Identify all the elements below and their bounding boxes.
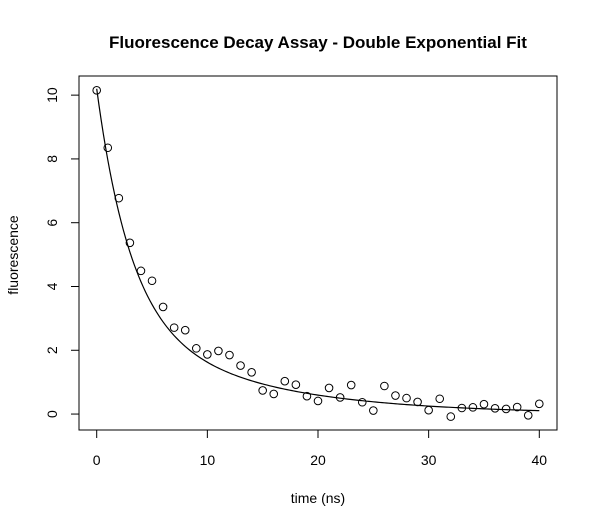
data-point	[468, 403, 478, 412]
data-point	[247, 367, 256, 377]
data-point	[523, 411, 533, 420]
data-point	[534, 399, 544, 409]
data-point	[435, 394, 445, 404]
x-tick-label: 40	[532, 452, 548, 468]
data-point	[302, 391, 312, 401]
data-point	[313, 396, 323, 406]
plot-frame	[78, 75, 558, 431]
data-point	[457, 403, 467, 413]
x-axis: 0 10 20 30 40	[93, 429, 548, 468]
y-tick-label: 6	[44, 219, 60, 227]
y-tick-label: 10	[44, 87, 60, 103]
data-point	[346, 380, 356, 390]
data-point	[158, 302, 168, 312]
data-point	[501, 404, 511, 414]
data-points	[92, 86, 544, 421]
data-point	[402, 393, 411, 403]
data-point	[335, 393, 345, 402]
data-point	[369, 406, 378, 415]
x-tick-label: 30	[421, 452, 437, 468]
data-point	[103, 143, 113, 153]
data-point	[413, 397, 422, 407]
y-axis-label: fluorescence	[5, 215, 21, 295]
data-point	[147, 276, 157, 286]
data-point	[225, 350, 234, 360]
data-point	[269, 389, 279, 399]
data-point	[446, 412, 456, 421]
data-point	[169, 323, 179, 332]
chart-title: Fluorescence Decay Assay - Double Expone…	[109, 33, 527, 52]
x-tick-label: 20	[310, 452, 326, 468]
x-tick-label: 10	[200, 452, 216, 468]
y-tick-label: 8	[44, 155, 60, 163]
data-point	[203, 350, 212, 359]
data-point	[236, 361, 245, 370]
data-point	[258, 386, 267, 395]
x-tick-label: 0	[93, 452, 101, 468]
y-tick-label: 2	[44, 346, 60, 354]
data-point	[214, 346, 223, 356]
data-point	[125, 238, 135, 248]
data-point	[512, 402, 522, 412]
data-point	[324, 383, 334, 393]
data-point	[191, 344, 201, 353]
data-point	[92, 86, 102, 95]
data-point	[490, 404, 500, 413]
data-point	[136, 266, 146, 276]
data-point	[280, 376, 290, 386]
data-point	[391, 391, 400, 400]
data-point	[380, 381, 389, 391]
data-point	[479, 399, 489, 409]
data-point	[180, 325, 190, 335]
y-tick-label: 4	[44, 282, 60, 290]
data-point	[291, 380, 301, 390]
x-axis-label: time (ns)	[291, 490, 345, 506]
y-axis: 0 2 4 6 8 10	[44, 87, 80, 418]
fit-line	[96, 88, 540, 412]
y-tick-label: 0	[44, 410, 60, 418]
data-point	[424, 405, 433, 415]
data-point	[357, 397, 367, 407]
data-point	[114, 193, 124, 203]
